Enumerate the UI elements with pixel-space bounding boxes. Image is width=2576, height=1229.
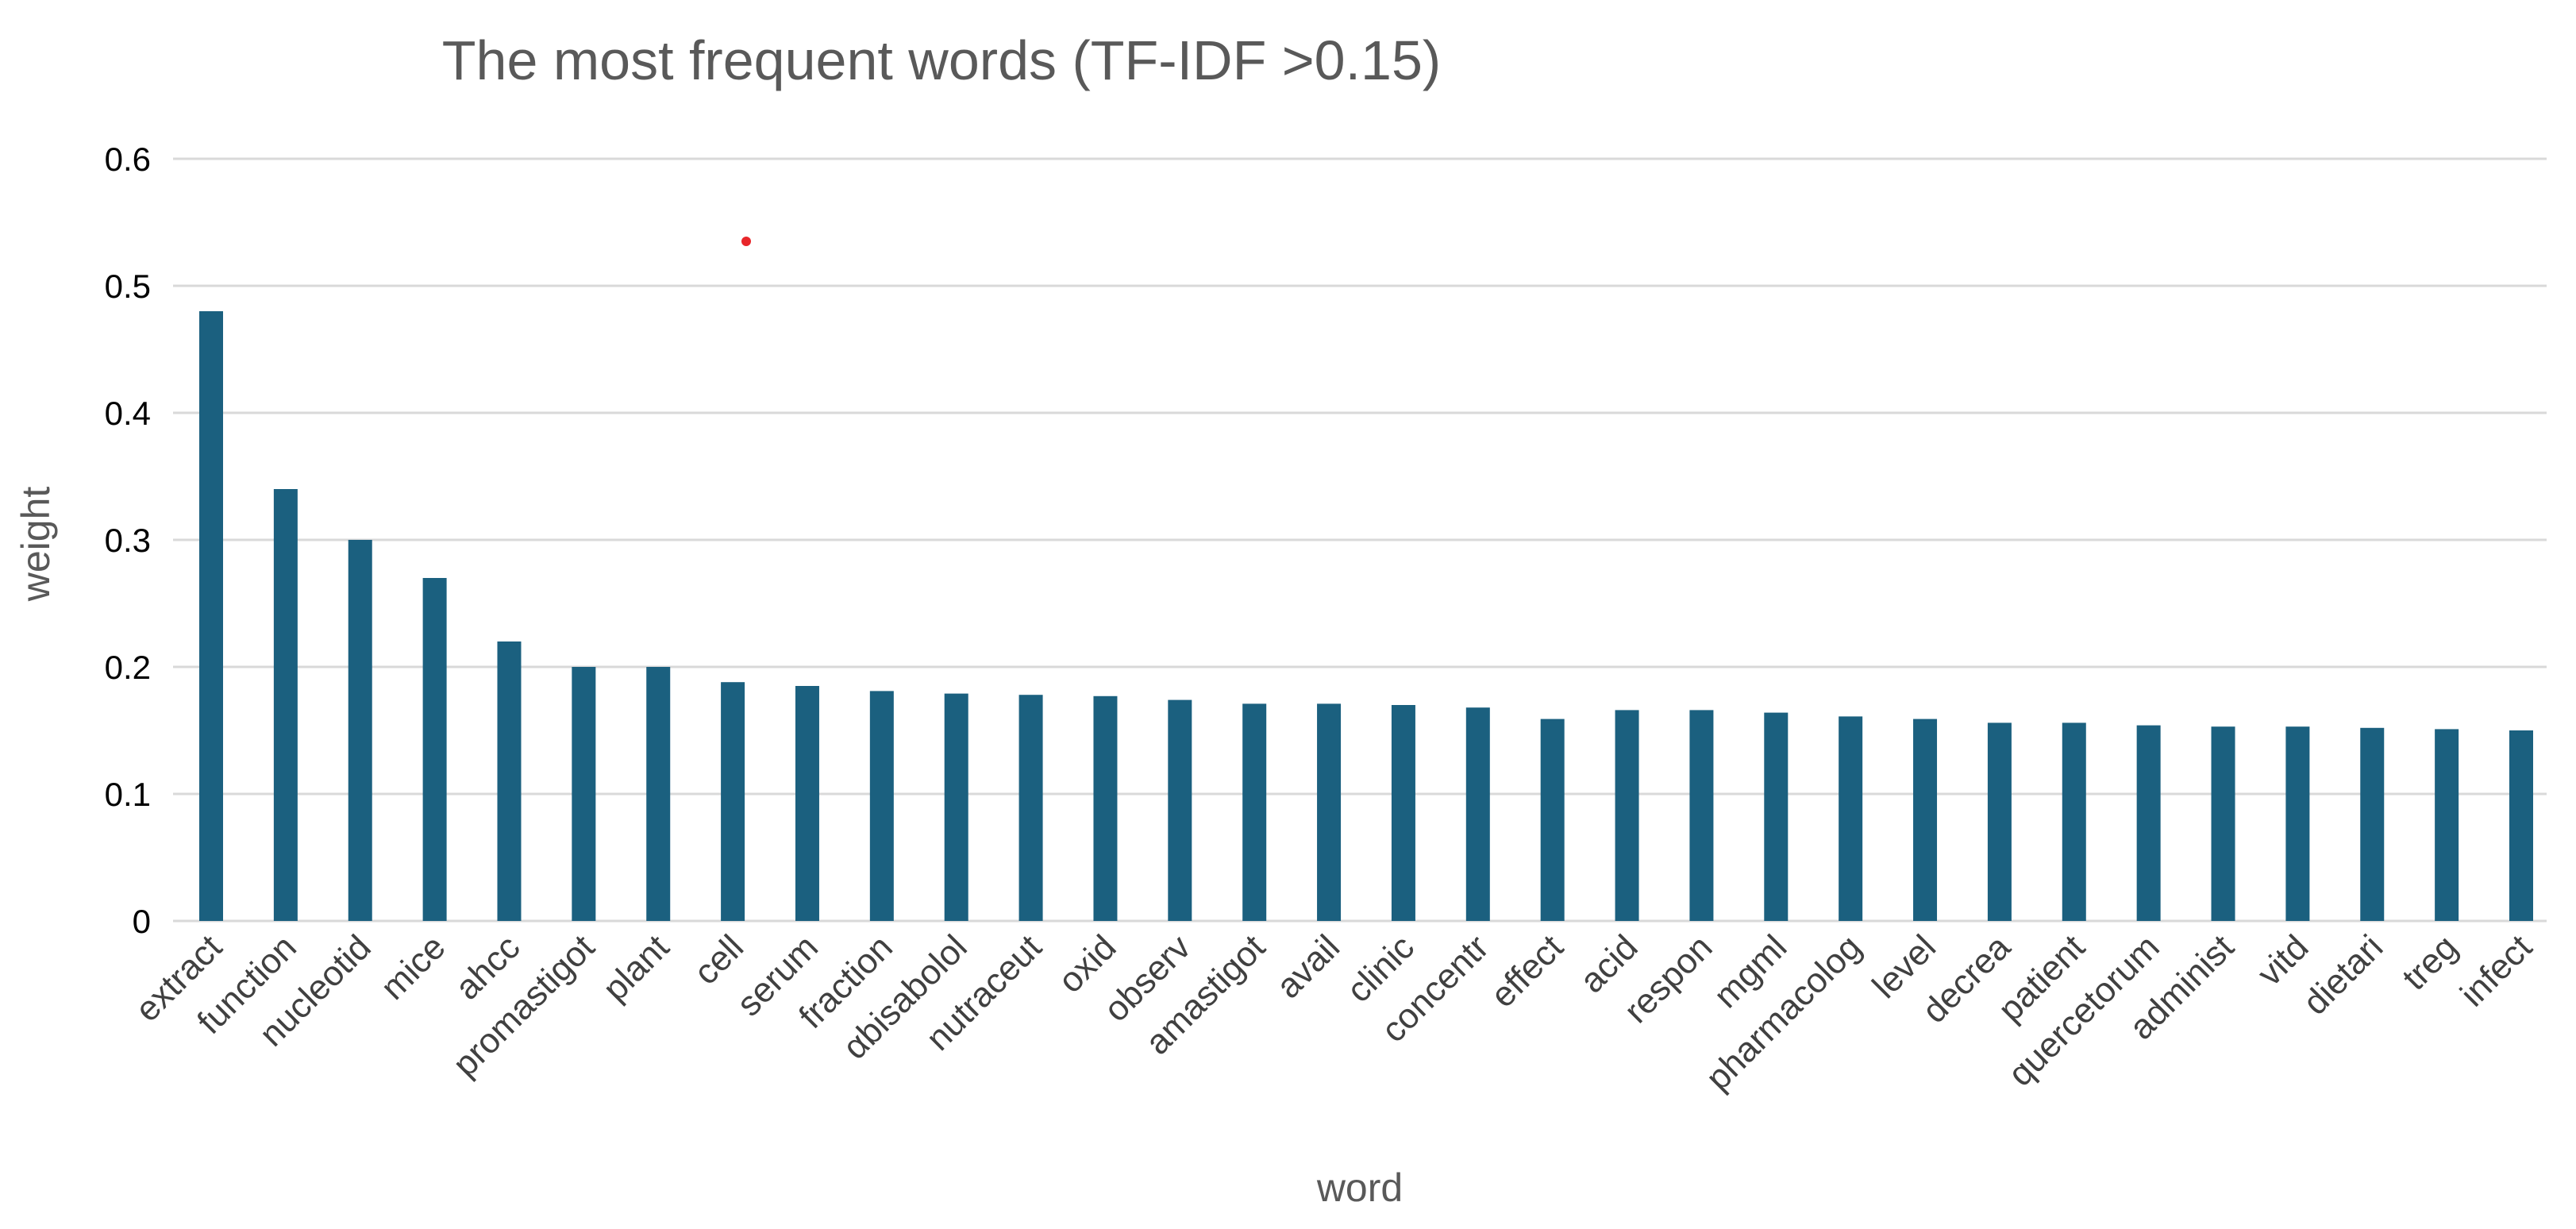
bar-24 <box>1987 722 2012 921</box>
bar-3 <box>422 578 447 921</box>
bar-14 <box>1242 703 1267 921</box>
bar-12 <box>1093 695 1118 921</box>
bar-29 <box>2360 727 2385 921</box>
y-axis-label: weight <box>13 487 58 603</box>
y-tick-label: 0.3 <box>105 522 151 559</box>
bars <box>199 311 2533 921</box>
y-tick-label: 0 <box>133 903 151 940</box>
bar-31 <box>2509 730 2533 921</box>
bar-28 <box>2285 726 2310 921</box>
bar-21 <box>1764 712 1789 921</box>
bar-30 <box>2435 729 2459 921</box>
bar-1 <box>273 489 298 921</box>
y-tick-labels: 0 0.1 0.2 0.3 0.4 0.5 0.6 <box>105 141 151 940</box>
y-tick-label: 0.4 <box>105 395 151 432</box>
bar-22 <box>1839 716 1863 921</box>
gridlines <box>173 157 2547 923</box>
bar-18 <box>1540 719 1565 921</box>
bar-13 <box>1168 699 1192 921</box>
y-tick-label: 0.5 <box>105 268 151 305</box>
bar-25 <box>2062 722 2086 921</box>
bar-0 <box>199 311 223 921</box>
y-tick-label: 0.2 <box>105 649 151 686</box>
bar-10 <box>944 693 968 921</box>
bar-11 <box>1018 695 1043 921</box>
bar-7 <box>721 682 745 921</box>
bar-19 <box>1615 710 1639 921</box>
bar-20 <box>1689 710 1714 921</box>
bar-6 <box>646 667 671 921</box>
bar-16 <box>1391 705 1415 921</box>
bar-4 <box>497 641 522 921</box>
y-tick-label: 0.1 <box>105 776 151 813</box>
bar-27 <box>2211 726 2235 921</box>
y-tick-label: 0.6 <box>105 141 151 178</box>
bar-8 <box>795 686 819 921</box>
bar-5 <box>572 667 596 921</box>
red-dot-marker <box>741 237 751 246</box>
chart-title: The most frequent words (TF-IDF >0.15) <box>442 29 1441 91</box>
bar-23 <box>1913 719 1938 921</box>
x-axis-label: word <box>1316 1165 1403 1210</box>
bar-9 <box>869 691 894 921</box>
bar-15 <box>1317 703 1342 921</box>
bar-17 <box>1465 707 1490 921</box>
bar-26 <box>2136 725 2161 921</box>
bar-2 <box>348 540 372 921</box>
